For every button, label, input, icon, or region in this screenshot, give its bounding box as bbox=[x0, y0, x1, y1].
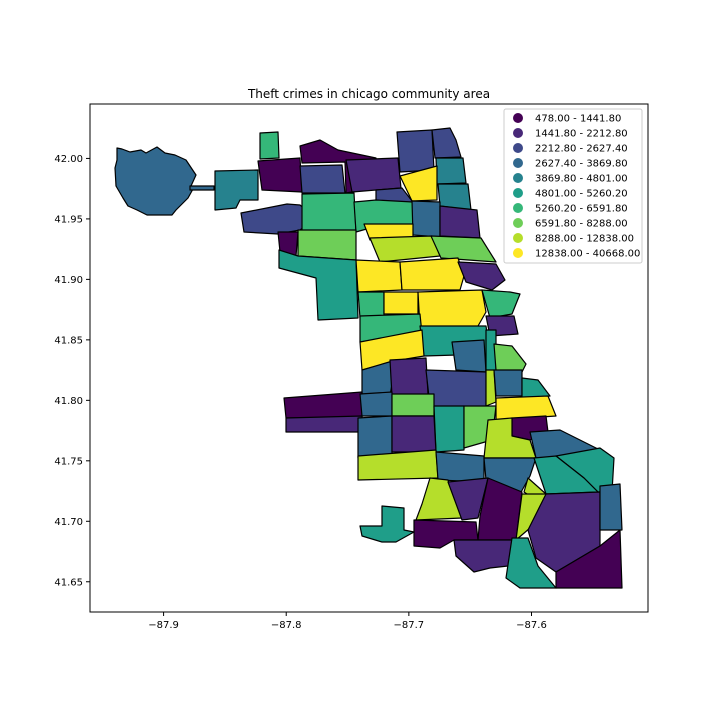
area-hegewisch bbox=[555, 529, 623, 589]
legend-swatch bbox=[513, 188, 523, 198]
area-lincoln-park bbox=[457, 261, 506, 291]
legend-label: 478.00 - 1441.80 bbox=[535, 114, 621, 125]
area-lower-west-side bbox=[451, 339, 487, 373]
area-rogers-park-east bbox=[431, 127, 462, 159]
area-avalon-park bbox=[533, 455, 599, 495]
legend-label: 4801.00 - 5260.20 bbox=[535, 189, 628, 200]
area-austin bbox=[278, 249, 359, 321]
legend-swatch bbox=[513, 158, 523, 168]
y-tick-label: 41.95 bbox=[54, 214, 83, 225]
area-washington-heights bbox=[447, 477, 489, 521]
y-tick-label: 41.80 bbox=[54, 396, 83, 407]
community-areas-map bbox=[114, 127, 623, 589]
area-uptown-north bbox=[399, 165, 438, 202]
legend-swatch bbox=[513, 143, 523, 153]
area-archer-heights bbox=[359, 391, 393, 417]
area-north-park bbox=[345, 157, 402, 193]
area-near-north-side bbox=[417, 289, 487, 329]
legend-label: 8288.00 - 12838.00 bbox=[535, 234, 634, 245]
x-tick-label: −87.8 bbox=[271, 620, 302, 631]
legend: 478.00 - 1441.80 1441.80 - 2212.80 2212.80… bbox=[503, 108, 643, 264]
area-west-elsdon bbox=[357, 415, 393, 459]
area-mount-greenwood bbox=[359, 505, 415, 543]
area-jefferson-park bbox=[299, 164, 346, 194]
legend-swatch bbox=[513, 113, 523, 123]
area-clearing bbox=[285, 415, 363, 433]
area-chicago-lawn bbox=[357, 449, 439, 481]
legend-swatch bbox=[513, 173, 523, 183]
chart-title: Theft crimes in chicago community area bbox=[247, 87, 490, 101]
y-tick-label: 41.85 bbox=[54, 335, 83, 346]
area-lincoln-square bbox=[411, 200, 441, 238]
area-belmont-cragin bbox=[297, 229, 357, 261]
legend-swatch bbox=[513, 248, 523, 258]
y-tick-label: 42.00 bbox=[54, 154, 83, 165]
area-auburn-gresham bbox=[435, 451, 485, 483]
legend-swatch bbox=[513, 233, 523, 243]
legend-swatch bbox=[513, 128, 523, 138]
legend-label: 12838.00 - 40668.00 bbox=[535, 249, 640, 260]
area-north-lawndale bbox=[359, 329, 425, 371]
area-douglas bbox=[493, 343, 527, 373]
legend-label: 5260.20 - 6591.80 bbox=[535, 204, 628, 215]
area-uptown bbox=[439, 205, 481, 239]
area-rogers-park bbox=[396, 129, 435, 173]
area-portage-park bbox=[301, 192, 357, 233]
area-west-town bbox=[383, 291, 419, 315]
area-new-city bbox=[391, 393, 435, 417]
y-tick-label: 41.90 bbox=[54, 275, 83, 286]
area-oakland bbox=[493, 369, 523, 397]
y-tick-label: 41.65 bbox=[54, 577, 83, 588]
y-tick-label: 41.70 bbox=[54, 517, 83, 528]
area-norwood-park bbox=[214, 169, 259, 211]
area-west-ridge-east bbox=[435, 157, 467, 185]
plot-frame bbox=[89, 103, 649, 613]
x-tick-label: −87.6 bbox=[516, 620, 547, 631]
x-tick-label: −87.9 bbox=[148, 620, 179, 631]
legend-label: 2212.80 - 2627.40 bbox=[535, 144, 628, 155]
y-axis: 41.65 41.70 41.75 41.80 41.85 41.90 41.95 42.00 bbox=[54, 154, 90, 588]
area-fuller-park bbox=[433, 405, 465, 453]
legend-swatch bbox=[513, 218, 523, 228]
area-ohare-connector bbox=[189, 185, 215, 191]
x-tick-label: −87.7 bbox=[394, 620, 425, 631]
area-chatham bbox=[483, 457, 537, 495]
area-mckinley-park bbox=[425, 369, 487, 409]
area-east-side bbox=[599, 483, 623, 531]
legend-label: 6591.80 - 8288.00 bbox=[535, 219, 628, 230]
x-axis: −87.9 −87.8 −87.7 −87.6 bbox=[148, 612, 547, 631]
legend-label: 2627.40 - 3869.80 bbox=[535, 159, 628, 170]
area-kenwood bbox=[521, 377, 551, 399]
legend-label: 1441.80 - 2212.80 bbox=[535, 129, 628, 140]
y-tick-label: 41.75 bbox=[54, 456, 83, 467]
area-hyde-park bbox=[495, 395, 557, 421]
legend-box bbox=[503, 108, 643, 264]
area-humboldt-park bbox=[357, 291, 385, 319]
legend-swatch bbox=[513, 203, 523, 213]
area-brighton-park bbox=[389, 357, 429, 397]
area-lake-view bbox=[430, 235, 497, 263]
area-northwest-tip bbox=[259, 131, 280, 160]
area-west-town-north bbox=[399, 257, 465, 291]
area-streeterville bbox=[481, 289, 521, 319]
area-logan-square bbox=[355, 259, 403, 293]
legend-label: 3869.80 - 4801.00 bbox=[535, 174, 628, 185]
area-west-lawn bbox=[391, 415, 437, 453]
area-edison-park bbox=[257, 157, 303, 193]
